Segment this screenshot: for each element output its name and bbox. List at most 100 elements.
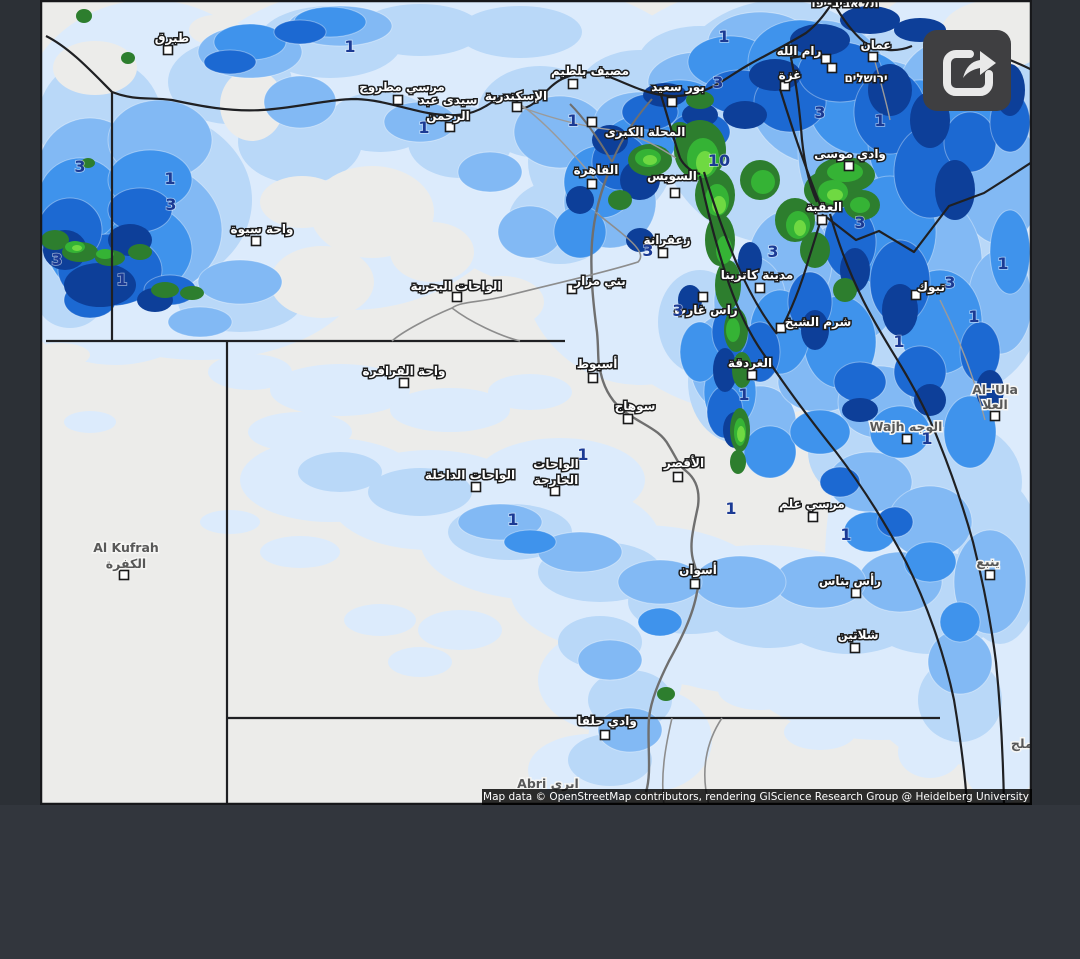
precip-value: 3 [642,241,653,260]
map-attribution: Map data © OpenStreetMap contributors, r… [482,789,1032,805]
city-label: الرحمن [426,109,470,123]
city-label: مدينة كاترينا [721,268,794,282]
city-marker [549,485,561,497]
city-marker [826,62,838,74]
city-label: سوهاج [615,399,656,414]
precip-value: 3 [767,242,778,261]
city-label: سيدى عبد [419,93,478,107]
city-label: أسيوط [577,356,618,372]
city-label: Al Kufrah [93,540,159,555]
precip-value: 1 [968,307,979,326]
city-marker [850,587,862,599]
city-label: مصيف بلطيم [551,64,629,78]
city-label: الواحات البحرية [410,279,501,294]
city-marker [250,235,262,247]
city-marker [622,413,634,425]
city-label: شرم الشيخ [785,315,852,330]
precip-value: 3 [165,195,176,214]
precip-value: 1 [997,254,1008,273]
city-marker [775,322,787,334]
city-marker [451,291,463,303]
city-label: رأس بناس [819,573,881,588]
city-label: شلاتين [837,628,878,642]
city-label: وادي حلفا [577,714,637,729]
city-label: Wajh الوجه [870,419,943,434]
city-marker [657,247,669,259]
precipitation-map[interactable]: طبرق مرسي مطروح سيدى عبد الرحمن الإسكندرية مص… [40,0,1032,805]
map-borders [45,1,1031,804]
precip-value: 1 [116,270,127,289]
city-label: مرسي مطروح [359,80,445,95]
city-marker [807,511,819,523]
city-marker [586,178,598,190]
city-label: العلا [982,397,1008,412]
precip-value: 3 [672,301,683,320]
precip-value: 1 [164,169,175,188]
city-label: العقبة [806,200,842,214]
city-label: السويس [647,169,697,184]
city-label: بور سعيد [651,80,705,95]
city-marker [566,283,578,295]
city-marker [820,53,832,65]
city-markers [118,44,1001,741]
city-label: رام الله [777,44,822,59]
precip-value-labels: 11333111103133133333111111111 [51,26,1010,545]
city-label: الواحات [533,457,578,472]
city-marker [398,377,410,389]
city-label: Abri ابري [517,776,579,791]
city-label: تبوك [917,280,945,295]
city-label: الكفرة [106,556,146,571]
city-label: المحلة الكبرى [605,125,686,139]
precipitation-overlay [41,1,1031,804]
city-label: الغردقة [728,356,772,370]
city-label: زعفرانة [643,233,690,247]
city-marker [816,214,828,226]
city-label: واحة سيوة [231,222,294,237]
city-marker [697,291,709,303]
city-label: أسوان [679,562,717,578]
city-label: بني مزار [573,274,626,288]
share-button[interactable] [923,30,1011,111]
city-label: ירושלים [844,71,887,85]
city-marker [746,369,758,381]
city-label: الإسكندرية [485,89,547,103]
city-marker [511,101,523,113]
precip-value: 1 [725,499,736,518]
city-label: תל אביב-יפו [811,0,878,10]
legend-panel: Precipitation, 24h (mm) i Valid for Wed … [0,805,1080,959]
precip-value: 1 [874,111,885,130]
city-label: طبرق [155,31,189,45]
city-label: الأقصر [663,455,704,470]
precip-value: 1 [567,111,578,130]
precip-value: 10 [708,151,730,170]
city-marker [162,44,174,56]
precip-value: 1 [840,525,851,544]
city-label: القاهرة [574,163,619,177]
city-label: أملج [1011,735,1032,751]
city-marker [989,410,1001,422]
city-label: Al-'Ula [972,382,1018,397]
precip-value: 1 [921,429,932,448]
precip-value: 3 [51,250,62,269]
precip-value: 3 [814,103,825,122]
city-marker [470,481,482,493]
city-marker [689,578,701,590]
city-label: راس غارب [674,303,738,317]
city-marker [910,289,922,301]
precip-value: 3 [74,157,85,176]
city-marker [587,372,599,384]
city-label: عمان [861,38,892,52]
city-marker [779,80,791,92]
city-marker [867,51,879,63]
city-marker [849,642,861,654]
city-marker [599,729,611,741]
city-marker [392,94,404,106]
city-marker [666,96,678,108]
precip-value: 1 [718,27,729,46]
precip-value: 1 [893,332,904,351]
city-label: ينبع [976,554,999,569]
precip-value: 1 [738,385,749,404]
